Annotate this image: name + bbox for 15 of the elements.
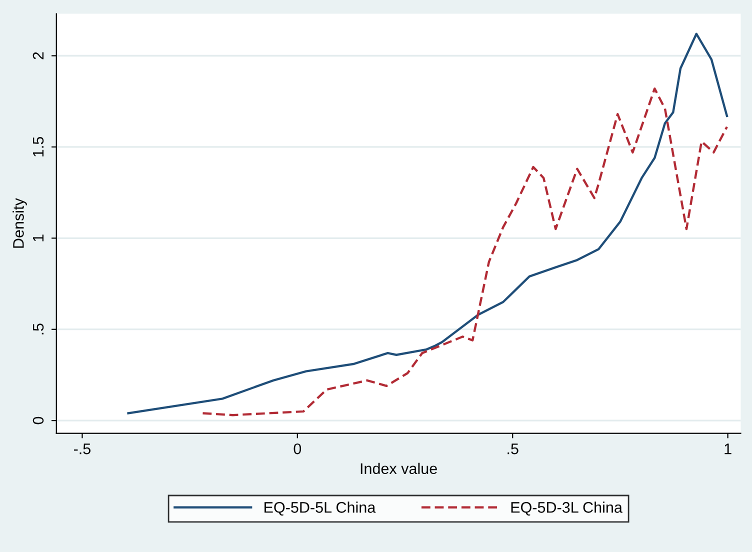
y-tick-label: 0 [32,416,44,424]
y-axis-title: Density [12,198,27,248]
y-tick-label: 1.5 [32,136,44,156]
y-tick-label: .5 [32,324,44,334]
legend-label: EQ-5D-3L China [511,502,622,516]
x-tick-label: .5 [508,444,518,454]
legend-label: EQ-5D-5L China [264,502,376,516]
x-tick-label: 1 [724,444,732,454]
line-series [202,87,728,416]
line-series [127,32,728,414]
y-tick-label: 2 [32,52,44,60]
x-tick-label: -.5 [74,444,90,454]
y-tick-label: 1 [32,234,44,242]
x-axis-title: Index value [360,462,437,474]
x-tick-label: 0 [294,443,302,454]
